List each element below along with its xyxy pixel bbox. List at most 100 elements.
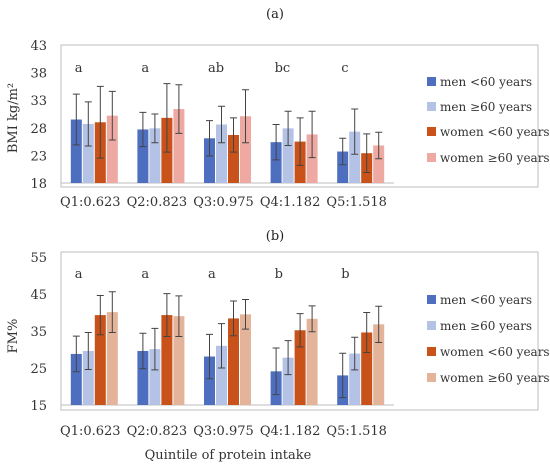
panel-b-legend-label-3: women ≥60 years: [440, 371, 550, 385]
panel-b-legend-swatch-0: [427, 295, 436, 304]
panel-b-bar-0-0: [70, 353, 82, 405]
panel-a-errorbar-1-1: [151, 113, 159, 144]
panel-b-ytick-4: 55: [30, 251, 47, 266]
panel-a-errorbar-3-2: [296, 117, 304, 166]
panel-a-legend-label-1: men ≥60 years: [440, 100, 532, 114]
panel-b-xtick-2: Q3:0.975: [193, 424, 254, 439]
panel-a-errorbar-3-0: [272, 123, 280, 161]
panel-a-group-letter-2: ab: [208, 61, 224, 76]
panel-a-legend-label-2: women <60 years: [440, 125, 550, 139]
panel-b-group-letter-1: a: [141, 267, 149, 282]
panel-b-errorbar-0-0: [72, 335, 80, 373]
panel-a-group-letter-3: bc: [275, 61, 291, 76]
panel-b-title: (b): [266, 229, 284, 244]
panel-a-errorbar-2-1: [218, 105, 225, 144]
panel-b-bar-0-1: [82, 350, 94, 405]
panel-b-errorbar-0-3: [108, 291, 116, 333]
panel-b-errorbar-3-0: [272, 347, 280, 396]
panel-b-errorbar-2-1: [218, 323, 225, 369]
panel-b-xtick-0: Q1:0.623: [60, 424, 121, 439]
panel-a-errorbar-0-0: [72, 93, 80, 146]
panel-a-ytick-5: 43: [30, 39, 47, 54]
panel-b-bar-2-1: [216, 345, 227, 405]
panel-a-bar-4-1: [349, 131, 361, 183]
panel-a-ylabel: BMI kg/m²: [6, 83, 21, 153]
panel-a-xtick-0: Q1:0.623: [60, 195, 121, 210]
panel-b-xlabel: Quintile of protein intake: [145, 448, 312, 463]
panel-b-bar-4-3: [373, 324, 385, 405]
panel-b-errorbar-3-3: [308, 305, 316, 333]
panel-b-bar-2-3: [240, 314, 251, 405]
panel-b-legend-label-2: women <60 years: [440, 345, 550, 359]
panel-a-bar-4-3: [373, 145, 385, 183]
panel-b-bar-3-3: [306, 318, 318, 405]
panel-b-bar-2-2: [228, 318, 239, 405]
panel-a-xtick-2: Q3:0.975: [193, 195, 254, 210]
panel-a-bar-1-0: [137, 129, 149, 183]
panel-a-ytick-0: 18: [30, 177, 47, 192]
panel-b-errorbar-2-0: [206, 333, 213, 380]
panel-a-errorbar-1-3: [175, 84, 183, 134]
panel-b-errorbar-4-3: [375, 305, 383, 343]
panel-a-errorbar-0-2: [96, 85, 104, 159]
panel-a-title: (a): [266, 7, 284, 22]
panel-b-bar-2-0: [204, 356, 215, 405]
panel-a-errorbar-3-1: [284, 110, 292, 146]
panel-b-errorbar-1-1: [151, 327, 159, 371]
panel-b-bar-1-3: [173, 316, 185, 405]
panel-b-errorbar-1-0: [139, 332, 147, 370]
panel-b-group-letter-0: a: [75, 267, 83, 282]
panel-a-bar-4-0: [337, 151, 349, 183]
panel-a-ytick-1: 23: [30, 149, 47, 164]
panel-b-bar-3-2: [294, 330, 306, 405]
panel-a-bar-0-1: [82, 123, 94, 183]
panel-b-ytick-3: 45: [30, 288, 47, 303]
panel-a-group-letter-1: a: [141, 61, 149, 76]
panel-a-legend-swatch-1: [427, 102, 436, 111]
panel-b-errorbar-4-1: [351, 336, 359, 371]
panel-a-xtick-3: Q4:1.182: [260, 195, 321, 210]
panel-a-errorbar-4-0: [339, 137, 347, 166]
panel-b-ytick-2: 35: [30, 325, 47, 340]
panel-a-ytick-3: 33: [30, 94, 47, 109]
panel-b-errorbar-2-2: [230, 300, 237, 337]
panel-b-ytick-0: 15: [30, 399, 47, 414]
panel-b-bar-0-2: [94, 315, 106, 405]
panel-b-errorbar-1-3: [175, 295, 183, 338]
panel-a-bar-3-3: [306, 134, 318, 183]
panel-a-errorbar-3-3: [308, 110, 316, 159]
panel-a-errorbar-0-1: [84, 101, 92, 147]
panel-b-bar-1-2: [161, 315, 173, 405]
panel-b-bar-1-0: [137, 350, 149, 405]
panel-a-group-letter-4: c: [341, 61, 348, 76]
panel-b-bar-4-1: [349, 353, 361, 405]
panel-a-xtick-4: Q5:1.518: [326, 195, 387, 210]
panel-b-group-letter-2: a: [208, 267, 216, 282]
panel-b-ylabel: FM%: [6, 319, 21, 354]
panel-a-bar-3-1: [282, 128, 294, 183]
panel-b-legend-label-1: men ≥60 years: [440, 319, 532, 333]
panel-b-bar-3-1: [282, 357, 294, 405]
panel-b-errorbar-0-1: [84, 331, 92, 370]
panel-a-bar-1-1: [149, 128, 161, 183]
panel-b-bar-4-2: [361, 332, 373, 405]
panel-b-errorbar-0-2: [96, 294, 104, 336]
panel-a-bar-3-0: [270, 142, 282, 183]
panel-b-bar-0-3: [106, 312, 118, 405]
panel-a-errorbar-1-0: [139, 111, 147, 148]
panel-a-errorbar-2-0: [206, 120, 213, 157]
panel-a-errorbar-1-2: [163, 83, 171, 153]
panel-a-bar-1-3: [173, 109, 185, 183]
panel-b-xtick-4: Q5:1.518: [326, 424, 387, 439]
panel-a-errorbar-2-2: [230, 117, 237, 153]
panel-a-errorbar-4-3: [375, 131, 383, 160]
panel-a-errorbar-2-3: [242, 89, 249, 144]
panel-a-legend-swatch-3: [427, 153, 436, 162]
panel-b-ytick-1: 25: [30, 362, 47, 377]
panel-b-group-letter-4: b: [341, 267, 349, 282]
panel-a-ytick-4: 38: [30, 67, 47, 82]
panel-b-errorbar-3-2: [296, 313, 304, 348]
panel-a-xtick-1: Q2:0.823: [127, 195, 188, 210]
panel-b-legend-swatch-2: [427, 347, 436, 356]
